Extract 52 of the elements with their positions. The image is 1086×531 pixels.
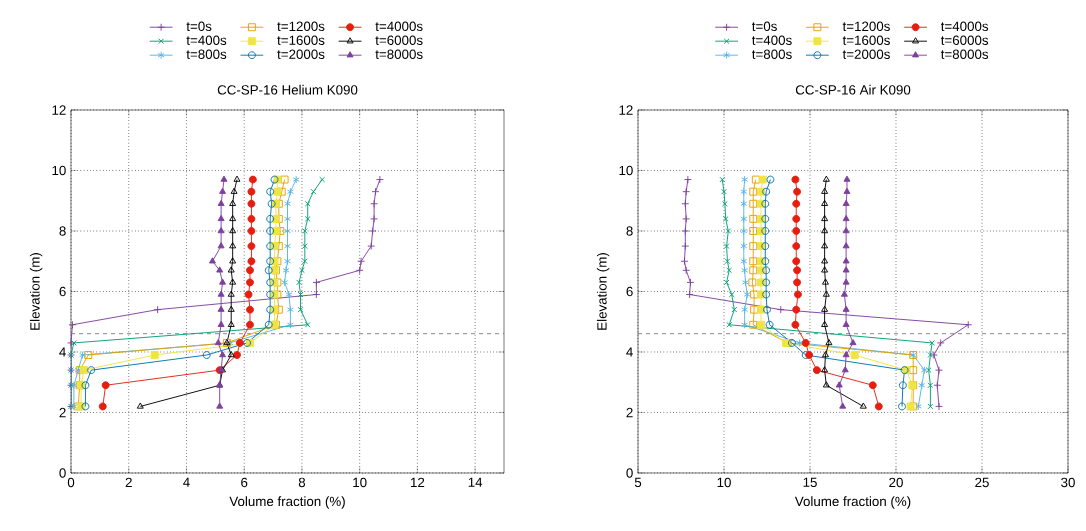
y-tick-label: 0	[626, 468, 633, 478]
x-tick-label: 10	[353, 477, 367, 488]
x-tick-label: 15	[803, 477, 817, 487]
y-tick-label: 10	[52, 165, 66, 176]
legend-label: t=0s	[752, 21, 777, 32]
legend-label: t=8000s	[940, 49, 989, 59]
legend-label: t=800s	[752, 49, 792, 59]
y-tick-label: 4	[59, 347, 66, 357]
x-tick-label: 6	[241, 477, 248, 488]
y-tick-label: 12	[619, 105, 633, 115]
x-tick-label: 2	[125, 477, 132, 488]
y-axis-title: Elevation (m)	[29, 253, 43, 330]
x-tick-label: 12	[411, 477, 425, 488]
y-tick-label: 6	[59, 286, 66, 297]
legend-label: t=400s	[752, 35, 792, 45]
y-tick-label: 8	[626, 226, 633, 236]
legend-label: t=400s	[186, 35, 227, 45]
legend-label: t=800s	[186, 49, 227, 59]
y-axis-title: Elevation (m)	[596, 253, 610, 330]
legend-label: t=8000s	[375, 49, 423, 59]
x-tick-label: 5	[634, 477, 642, 487]
legend-label: t=4000s	[375, 21, 423, 32]
x-axis-title: Volume fraction (%)	[229, 496, 345, 509]
x-tick-label: 14	[468, 477, 483, 487]
y-tick-label: 12	[52, 105, 66, 115]
x-tick-label: 4	[183, 477, 190, 487]
legend-label: t=2000s	[277, 49, 325, 59]
y-tick-label: 2	[626, 407, 633, 418]
x-tick-label: 8	[298, 477, 306, 488]
legend-label: t=1600s	[277, 35, 325, 45]
legend-label: t=0s	[186, 21, 212, 32]
legend-label: t=6000s	[940, 35, 989, 45]
x-axis-title: Volume fraction (%)	[794, 496, 911, 509]
legend-label: t=4000s	[940, 21, 989, 32]
y-tick-label: 4	[626, 347, 633, 357]
legend-label: t=2000s	[842, 49, 890, 59]
x-tick-label: 20	[889, 477, 903, 488]
y-tick-label: 6	[626, 286, 633, 297]
y-tick-label: 2	[59, 407, 66, 418]
x-tick-label: 30	[1061, 477, 1075, 488]
x-tick-label: 25	[975, 477, 989, 488]
y-tick-label: 8	[59, 226, 66, 236]
legend-label: t=6000s	[375, 35, 423, 45]
chart-title: CC-SP-16 Helium K090	[217, 84, 358, 95]
x-tick-label: 10	[717, 477, 731, 488]
chart-title: CC-SP-16 Air K090	[795, 84, 911, 95]
x-tick-label: 0	[67, 477, 75, 488]
y-tick-label: 10	[619, 165, 633, 176]
legend-label: t=1200s	[277, 21, 325, 32]
legend-label: t=1600s	[842, 35, 890, 45]
legend-label: t=1200s	[842, 21, 890, 32]
y-tick-label: 0	[59, 468, 66, 478]
